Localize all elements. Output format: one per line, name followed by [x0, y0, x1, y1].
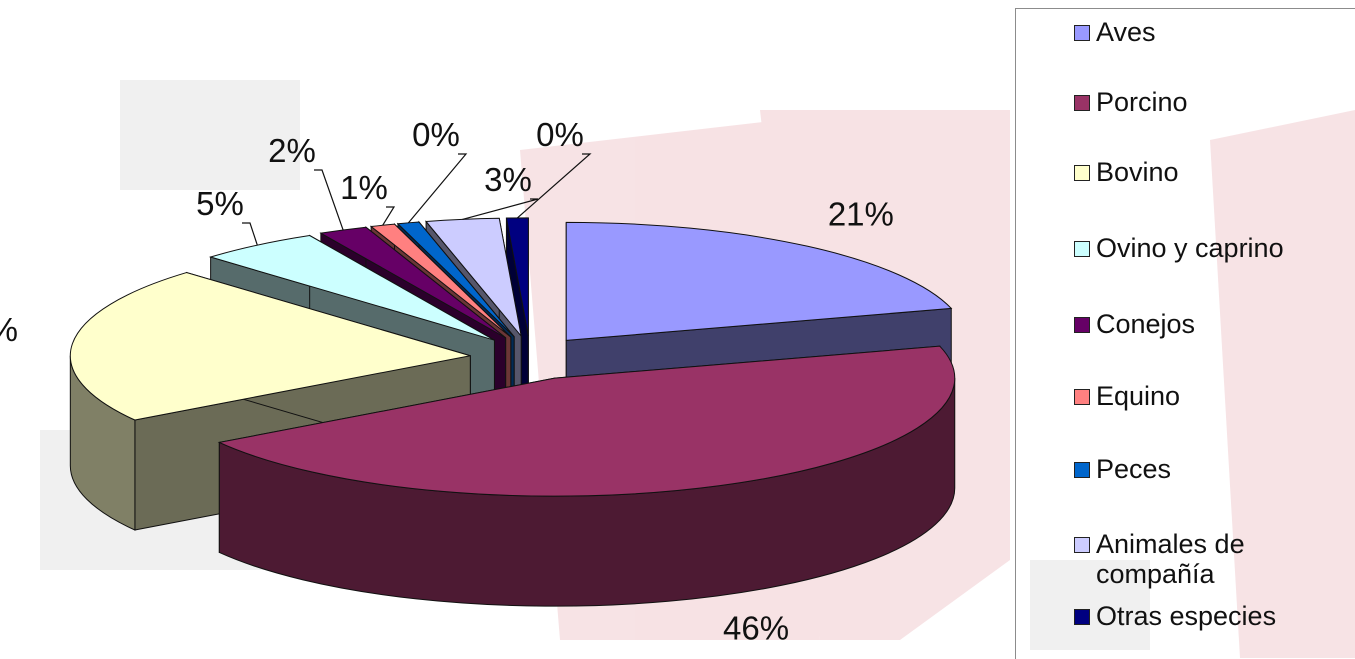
legend-swatch-ovino-y-caprino [1074, 241, 1090, 257]
legend-item-peces: Peces [1074, 454, 1354, 484]
slice-top-peces [396, 221, 515, 338]
legend-item-bovino: Bovino [1074, 157, 1354, 187]
legend-label-peces: Peces [1096, 454, 1172, 484]
leader-line-otras-especies [516, 153, 592, 219]
legend-item-equino: Equino [1074, 381, 1354, 411]
slice-top-conejos [319, 226, 506, 339]
data-label-porcino: 46% [723, 609, 789, 646]
leader-line-peces [407, 153, 468, 224]
data-label-bovino: 22% [0, 311, 18, 348]
legend-label-conejos: Conejos [1096, 309, 1196, 339]
legend-swatch-conejos [1074, 317, 1090, 333]
legend-swatch-bovino [1074, 165, 1090, 181]
slice-top-porcino [217, 345, 956, 497]
legend-swatch-porcino [1074, 95, 1090, 111]
legend-swatch-peces [1074, 462, 1090, 478]
legend-label-otras-especies: Otras especies [1096, 601, 1277, 631]
legend-item-porcino: Porcino [1074, 87, 1354, 117]
slice-top-bovino [69, 272, 471, 421]
data-label-equino: 1% [340, 169, 388, 206]
legend: Aves Porcino Bovino Ovino y caprino Conejos E… [1015, 8, 1355, 659]
legend-label-ovino-y-caprino: Ovino y caprino [1096, 233, 1284, 263]
data-label-otras-especies: 0% [536, 116, 584, 153]
data-label-conejos: 2% [268, 132, 316, 169]
legend-item-ovino-y-caprino: Ovino y caprino [1074, 233, 1354, 263]
leader-line-ovino-y-caprino [242, 222, 258, 246]
legend-swatch-animales-de-compania [1074, 537, 1090, 553]
data-label-aves: 21% [828, 196, 894, 233]
data-label-animales-de-compania: 3% [484, 161, 532, 198]
slice-top-equino [369, 223, 512, 338]
legend-swatch-equino [1074, 389, 1090, 405]
legend-item-conejos: Conejos [1074, 309, 1354, 339]
legend-label-aves: Aves [1096, 17, 1156, 47]
legend-label-animales-de-compania: Animales de compañía [1096, 529, 1245, 589]
pie-chart: 21%46%22%5%2%1%0%3%0% [0, 116, 956, 646]
legend-item-animales-de-compania: Animales de compañía [1074, 529, 1354, 589]
legend-label-equino: Equino [1096, 381, 1181, 411]
legend-swatch-aves [1074, 25, 1090, 41]
leader-line-conejos [314, 169, 344, 231]
data-label-peces: 0% [412, 116, 460, 153]
legend-label-porcino: Porcino [1096, 87, 1188, 117]
legend-item-aves: Aves [1074, 17, 1354, 47]
slice-top-aves [565, 221, 953, 341]
legend-item-otras-especies: Otras especies [1074, 601, 1354, 631]
data-label-ovino-y-caprino: 5% [196, 185, 244, 222]
leader-line-equino [382, 206, 396, 226]
legend-swatch-otras-especies [1074, 609, 1090, 625]
slice-porcino [217, 345, 956, 607]
legend-label-bovino: Bovino [1096, 157, 1179, 187]
